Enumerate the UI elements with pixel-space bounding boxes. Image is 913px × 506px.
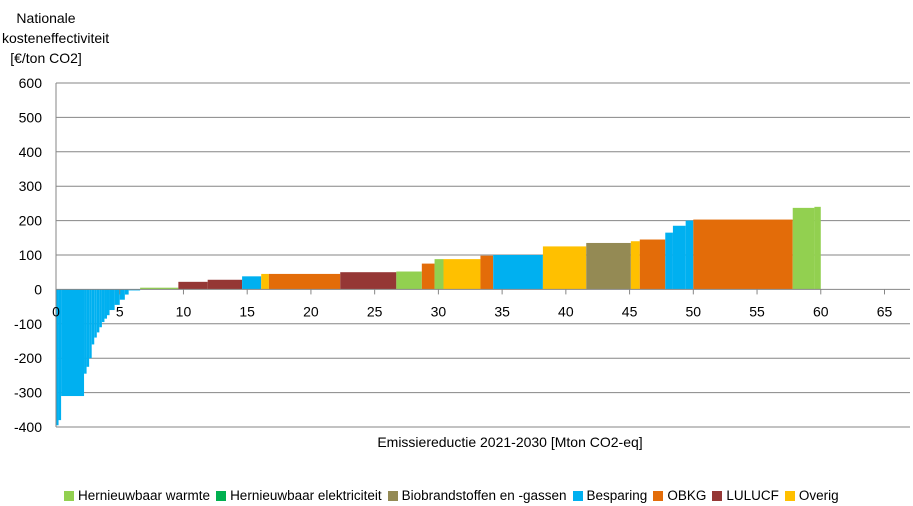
legend-label: Overig [798,488,839,503]
x-tick-label: 20 [303,303,319,319]
y-tick-label: -100 [14,316,42,332]
bar-segment [792,207,815,290]
gridlines [56,82,910,428]
x-tick-label: 10 [176,303,192,319]
y-tick-label: -200 [14,350,42,366]
legend-item: Biobrandstoffen en -gassen [387,488,567,503]
x-tick-label: 60 [813,303,829,319]
bar-segment [665,232,673,290]
legend-item: LULUCF [712,488,779,503]
bar-segment [586,242,631,290]
bar-segment [61,289,85,397]
y-tick-label: 500 [19,109,43,125]
bar-segment [114,289,120,305]
axes: -400 -300 -200 -100 0 100 200 300 400 500 600 0 5 10 1… [14,75,910,435]
y-axis-label-line-3: [€/ton CO2] [10,50,82,66]
bar-segment [639,239,666,290]
legend-swatch [712,490,723,501]
x-tick-label: 5 [116,303,124,319]
legend-label: Biobrandstoffen en -gassen [401,488,567,503]
x-tick-label: 50 [686,303,702,319]
bar-segment [140,287,179,290]
bar-segment [480,255,494,290]
legend-label: Besparing [586,488,648,503]
bar-segment [443,259,481,290]
bar-segment [396,271,422,290]
x-tick-label: 45 [622,303,638,319]
bar-segment [630,241,640,290]
bar-segment [101,289,105,323]
bar-segment [261,273,269,290]
legend: Hernieuwbaar warmte Hernieuwbaar elektric… [64,488,845,503]
bar-segment [104,289,107,319]
bar-segment [109,289,115,311]
legend-label: LULUCF [726,488,779,503]
bar-segment [94,289,97,338]
bar-segment [96,289,100,333]
bar-segment [493,255,543,290]
y-tick-label: -300 [14,385,42,401]
x-tick-label: 30 [431,303,447,319]
bar-segment [421,263,435,290]
y-axis-label: Nationale kosteneffectiviteit [€/ton CO2… [2,8,110,68]
y-tick-label: 200 [19,213,43,229]
y-tick-label: 100 [19,247,43,263]
bar-segment [99,289,102,328]
bar-segment [56,289,59,426]
legend-label: Hernieuwbaar elektriciteit [230,488,382,503]
bar-segment [434,259,444,290]
legend-label: OBKG [667,488,707,503]
legend-item: Hernieuwbaar warmte [64,488,210,503]
x-tick-label: 25 [367,303,383,319]
bar-segment [124,289,129,295]
legend-item: Overig [784,488,839,503]
legend-item: Hernieuwbaar elektriciteit [216,488,382,503]
bar-segment [106,289,110,316]
x-tick-label: 65 [877,303,893,319]
x-tick-label: 35 [494,303,510,319]
bar-segment [89,289,92,359]
bar-segment [178,281,208,290]
bar-segment [119,289,125,300]
legend-swatch [387,490,398,501]
bar-segment [58,289,62,421]
legend-swatch [653,490,664,501]
bar-segment [672,225,686,290]
bar-segment [814,206,821,290]
y-tick-label: -400 [14,419,42,435]
legend-item: OBKG [653,488,706,503]
bar-segment [242,276,262,290]
legend-label: Hernieuwbaar warmte [78,488,211,503]
x-tick-label: 55 [749,303,765,319]
legend-swatch [64,490,74,501]
y-tick-label: 300 [19,178,43,194]
y-tick-label: 600 [19,75,43,91]
bar-segment [542,246,587,290]
bar-segment [340,272,397,290]
y-tick-label: 0 [34,281,42,297]
bars [56,206,821,426]
bar-segment [84,289,87,374]
legend-swatch [784,490,795,501]
bar-segment [207,279,243,290]
bar-segment [91,289,95,345]
x-tick-label: 40 [558,303,574,319]
y-axis-label-line-1: Nationale [16,10,76,26]
legend-swatch [572,490,583,501]
bar-segment [128,289,141,291]
legend-swatch [216,490,227,501]
x-axis-label: Emissiereductie 2021-2030 [Mton CO2-eq] [377,434,643,450]
y-tick-label: 400 [19,144,43,160]
legend-item: Besparing [572,488,648,503]
bar-segment [693,219,793,290]
x-tick-label: 15 [239,303,255,319]
bar-segment [685,220,694,290]
bar-segment [86,289,90,367]
y-axis-label-line-2: kosteneffectiviteit [2,30,110,46]
bar-segment [268,273,341,290]
x-tick-label: 0 [52,303,60,319]
